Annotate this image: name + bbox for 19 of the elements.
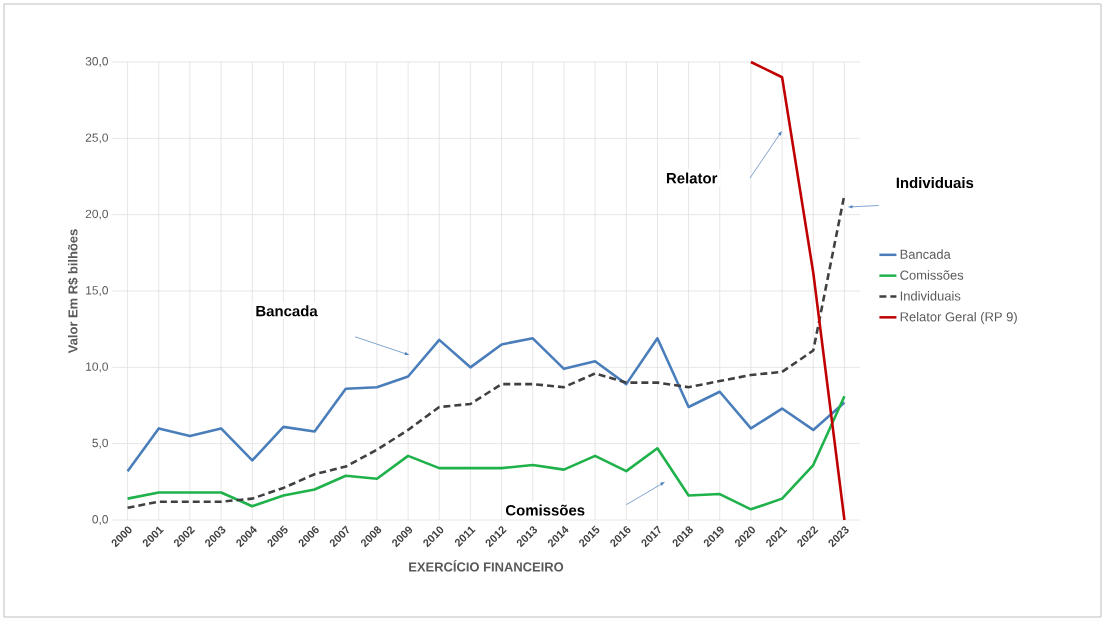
- x-axis-title: EXERCÍCIO FINANCEIRO: [409, 559, 564, 572]
- y-tick-label: 25,0: [85, 133, 109, 144]
- line-series: [749, 60, 846, 522]
- y-tick-label: 15,0: [86, 286, 109, 296]
- legend-label: Comissões: [900, 270, 964, 280]
- legend-label: Individuais: [900, 291, 961, 301]
- legend-label: Relator Geral (RP 9): [900, 311, 1017, 324]
- y-tick-label: 10,0: [86, 362, 109, 373]
- text: Individuais: [896, 177, 974, 189]
- legend-label: Bancada: [900, 249, 951, 259]
- y-tick-label: 0,0: [92, 515, 109, 525]
- annotation: Comissões: [505, 504, 585, 516]
- y-tick-label: 20,0: [85, 209, 109, 220]
- y-tick-label: 5,0: [92, 438, 109, 449]
- annotation: Bancada: [256, 305, 318, 317]
- y-axis-title: Valor Em R$ bilhões: [67, 229, 79, 354]
- line-series: [126, 337, 846, 473]
- y-tick-label: 30,0: [85, 57, 109, 67]
- annotation: Relator: [666, 172, 718, 184]
